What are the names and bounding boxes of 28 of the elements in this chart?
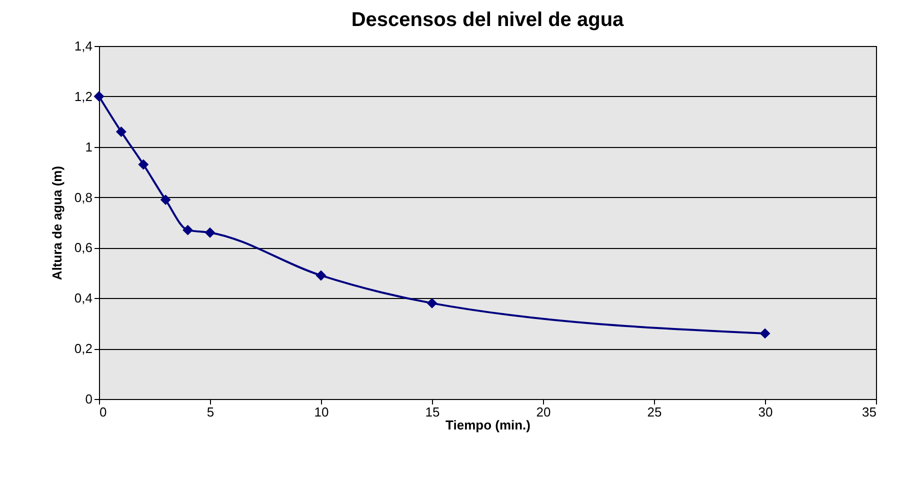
y-tick-label: 0,8 (74, 190, 92, 205)
x-tick-label: 25 (647, 404, 662, 420)
point (760, 328, 770, 339)
y-tick-label: 0,4 (74, 290, 92, 306)
x-axis-title: Tiempo (min.) (446, 418, 530, 432)
y-tick-label: 0,6 (74, 240, 92, 256)
point (182, 224, 194, 236)
x-tick-label: 20 (536, 404, 551, 420)
x-tick-label: 30 (758, 404, 773, 420)
point (116, 126, 126, 137)
x-tick-label: 10 (314, 404, 329, 420)
y-tick-label: 1 (85, 139, 92, 154)
y-axis-title: Altura de agua (m) (49, 166, 64, 280)
y-tick-label: 1,4 (74, 38, 92, 54)
x-tick-label: 15 (425, 404, 440, 420)
x-tick-label: 5 (206, 404, 214, 420)
chart-title: Descensos del nivel de agua (351, 9, 625, 31)
point (138, 159, 149, 170)
point (94, 91, 104, 102)
point (160, 194, 171, 206)
x-tick-label: 35 (862, 404, 876, 420)
y-tick-label: 0,2 (74, 341, 92, 356)
point (426, 298, 438, 308)
y-tick-label: 1,2 (74, 88, 92, 104)
point (204, 227, 216, 238)
y-tick-label: 0 (85, 392, 92, 406)
point (316, 270, 326, 281)
x-tick-label: 0 (100, 404, 107, 420)
